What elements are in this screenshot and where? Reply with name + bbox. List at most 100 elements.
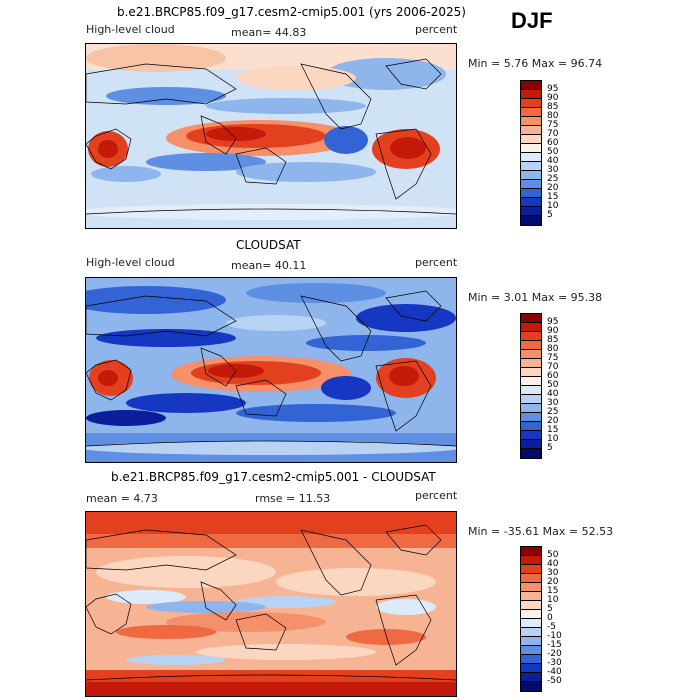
panel3-colorbar-swatch — [521, 637, 541, 646]
panel2-colorbar-label: 10 — [547, 434, 559, 444]
panel1-map — [85, 43, 457, 229]
panel2-colorbar-label: 5 — [547, 443, 553, 453]
panel2-colorbar-swatch — [521, 368, 541, 377]
panel1-coastlines — [86, 58, 456, 215]
panel1-colorbar-label: 30 — [547, 165, 559, 175]
panel1-colorbar-label: 50 — [547, 147, 559, 157]
panel3-map — [85, 511, 457, 697]
panel1-colorbar-swatch — [521, 126, 541, 135]
panel3-colorbar-swatch — [521, 556, 541, 565]
panel1-header: b.e21.BRCP85.f09_g17.cesm2-cmip5.001 (yr… — [117, 5, 466, 19]
panel1-colorbar-swatch — [521, 90, 541, 99]
panel3-colorbar — [520, 546, 542, 692]
panel3-colorbar-label: -30 — [547, 658, 562, 668]
panel1-colorbar-label: 20 — [547, 183, 559, 193]
panel1-colorbar-label: 5 — [547, 210, 553, 220]
panel1-colorbar-swatch — [521, 108, 541, 117]
panel2-colorbar-label: 15 — [547, 425, 559, 435]
panel3-colorbar-swatch — [521, 574, 541, 583]
panel1-mean: mean= 44.83 — [231, 26, 307, 39]
panel1-colorbar-label: 15 — [547, 192, 559, 202]
panel2-colorbar-swatch — [521, 323, 541, 332]
panel3-colorbar-swatch — [521, 565, 541, 574]
panel2-variable: High-level cloud — [86, 256, 175, 269]
panel2-colorbar-swatch — [521, 404, 541, 413]
panel1-contours — [86, 44, 456, 228]
panel1-colorbar-swatch — [521, 198, 541, 207]
panel3-minmax: Min = -35.61 Max = 52.53 — [468, 525, 614, 538]
panel1-colorbar-label: 70 — [547, 129, 559, 139]
panel2-colorbar-label: 95 — [547, 317, 559, 327]
panel1-colorbar-swatch — [521, 207, 541, 216]
panel2-minmax: Min = 3.01 Max = 95.38 — [468, 291, 603, 304]
panel2-mean: mean= 40.11 — [231, 259, 307, 272]
panel2-contours — [86, 283, 456, 462]
panel1-colorbar-label: 90 — [547, 93, 559, 103]
panel2-colorbar — [520, 313, 542, 459]
panel3-colorbar-label: -15 — [547, 640, 562, 650]
panel1-colorbar-swatch — [521, 81, 541, 90]
panel3-colorbar-label: 20 — [547, 577, 559, 587]
panel3-colorbar-swatch — [521, 583, 541, 592]
panel2-colorbar-label: 25 — [547, 407, 559, 417]
panel2-colorbar-swatch — [521, 359, 541, 368]
panel2-colorbar-label: 70 — [547, 362, 559, 372]
panel3-colorbar-label: -20 — [547, 649, 562, 659]
panel2-colorbar-label: 50 — [547, 380, 559, 390]
panel3-colorbar-label: -40 — [547, 667, 562, 677]
panel1-colorbar-swatch — [521, 180, 541, 189]
panel3-colorbar-swatch — [521, 646, 541, 655]
panel1-colorbar-swatch — [521, 171, 541, 180]
panel3-colorbar-swatch — [521, 673, 541, 682]
panel1-colorbar-swatch — [521, 135, 541, 144]
panel2-colorbar-swatch — [521, 314, 541, 323]
panel1-colorbar — [520, 80, 542, 226]
panel2-colorbar-swatch — [521, 386, 541, 395]
season-label: DJF — [511, 8, 553, 33]
panel1-variable: High-level cloud — [86, 23, 175, 36]
panel2-colorbar-label: 20 — [547, 416, 559, 426]
panel1-minmax: Min = 5.76 Max = 96.74 — [468, 57, 603, 70]
panel3-units: percent — [415, 489, 458, 502]
panel2-colorbar-swatch — [521, 431, 541, 440]
panel3-contours — [86, 512, 456, 696]
panel1-colorbar-swatch — [521, 117, 541, 126]
panel3-colorbar-swatch — [521, 592, 541, 601]
panel1-colorbar-swatch — [521, 153, 541, 162]
panel3-mean: mean = 4.73 — [86, 492, 158, 505]
panel3-colorbar-label: 40 — [547, 559, 559, 569]
panel3-colorbar-swatch — [521, 682, 541, 691]
panel1-colorbar-swatch — [521, 162, 541, 171]
panel2-colorbar-label: 90 — [547, 326, 559, 336]
panel3-colorbar-label: -50 — [547, 676, 562, 686]
panel3-colorbar-swatch — [521, 664, 541, 673]
panel2-colorbar-label: 60 — [547, 371, 559, 381]
panel3-colorbar-label: 15 — [547, 586, 559, 596]
panel2-coastlines — [86, 290, 456, 447]
panel3-colorbar-swatch — [521, 547, 541, 556]
panel2-colorbar-label: 75 — [547, 353, 559, 363]
panel2-colorbar-swatch — [521, 341, 541, 350]
panel3-colorbar-label: 5 — [547, 604, 553, 614]
panel2-colorbar-swatch — [521, 422, 541, 431]
panel3-rmse: rmse = 11.53 — [255, 492, 331, 505]
panel2-colorbar-label: 40 — [547, 389, 559, 399]
panel1-units: percent — [415, 23, 458, 36]
panel1-colorbar-swatch — [521, 144, 541, 153]
panel3-colorbar-label: -10 — [547, 631, 562, 641]
panel2-colorbar-swatch — [521, 395, 541, 404]
panel2-map — [85, 277, 457, 463]
panel3-coastlines — [86, 524, 456, 681]
panel3-colorbar-label: 10 — [547, 595, 559, 605]
panel1-colorbar-label: 60 — [547, 138, 559, 148]
panel2-colorbar-swatch — [521, 440, 541, 449]
panel3-colorbar-label: 30 — [547, 568, 559, 578]
panel3-colorbar-label: 0 — [547, 613, 553, 623]
panel1-colorbar-swatch — [521, 189, 541, 198]
panel2-colorbar-label: 30 — [547, 398, 559, 408]
panel3-colorbar-swatch — [521, 619, 541, 628]
panel3-colorbar-swatch — [521, 610, 541, 619]
panel1-colorbar-label: 40 — [547, 156, 559, 166]
panel2-units: percent — [415, 256, 458, 269]
panel3-colorbar-label: 50 — [547, 550, 559, 560]
